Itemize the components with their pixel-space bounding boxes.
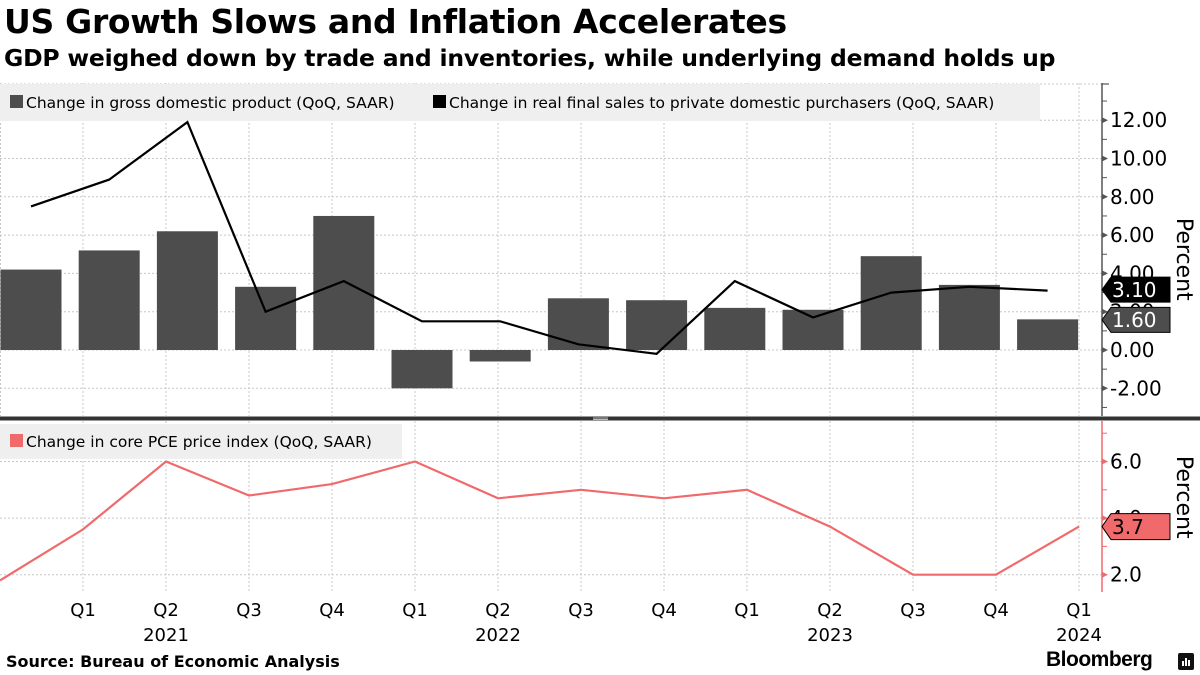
bottom-y-tick-label: 6.0 [1110,450,1142,474]
top-y-major-tick [1102,308,1108,315]
top-y-major-tick [1102,347,1108,353]
x-axis: Q1 Q2 Q3 Q4 Q1 Q2 Q3 Q4 Q1 Q2 Q3 Q4 Q1 2021 2022 2023 20… [70,600,1102,646]
final-sales-last-value-tag-text: 3.10 [1112,278,1157,302]
chart-subtitle: GDP weighed down by trade and inventorie… [4,44,1056,72]
top-y-major-tick [1102,155,1108,162]
top-y-major-tick [1102,117,1108,124]
gdp-bar [0,269,62,350]
top-y-axis-title: Percent [1171,218,1196,301]
gdp-last-value-tag: 1.60 [1101,306,1171,333]
gdp-bar [938,284,1000,350]
x-tick-label: Q3 [236,600,262,621]
core-pce-line [0,460,1080,582]
legend-background [0,424,402,459]
x-tick-label: Q2 [485,600,511,621]
x-tick-label: Q4 [651,600,677,621]
bloomberg-terminal-icon [1178,653,1194,670]
gdp-bar [156,231,218,350]
top-y-tick-label: 6.00 [1110,223,1155,247]
gdp-last-value-tag-shape [1101,306,1171,333]
x-tick-label: Q1 [1066,600,1092,621]
top-y-major-tick [1102,193,1108,200]
x-year-label: 2023 [807,625,853,646]
top-y-major-tick [1102,270,1108,277]
source-note: Source: Bureau of Economic Analysis [6,652,340,671]
top-y-tick-label: 8.00 [1110,185,1155,209]
chart-title: US Growth Slows and Inflation Accelerate… [4,2,787,41]
final-sales-line [30,120,1048,355]
bloomberg-logo: Bloomberg [1046,648,1153,671]
top-y-tick-label: -2.00 [1110,376,1162,400]
gdp-bar [704,307,766,350]
core-pce-last-value-tag-shape [1101,513,1171,541]
legend-swatch-final-sales [433,95,446,108]
core-pce-last-value-tag-text: 3.7 [1112,515,1144,539]
top-legend: Change in gross domestic product (QoQ, S… [0,84,1040,121]
x-year-label: 2024 [1056,625,1102,646]
bottom-y-major-tick [1102,515,1108,522]
gdp-bar [860,256,922,350]
top-y-tick-label: 0.00 [1110,338,1155,362]
top-y-major-tick [1102,232,1108,239]
x-tick-label: Q4 [983,600,1009,621]
gdp-bar [235,286,297,350]
gdp-bar [391,350,453,389]
legend-swatch-gdp [10,95,23,108]
core-pce-last-value-tag: 3.7 [1101,513,1171,541]
x-year-label: 2022 [475,625,521,646]
legend-label-final-sales: Change in real final sales to private do… [449,94,994,112]
top-y-tick-label: 10.00 [1110,147,1167,171]
x-tick-label: Q3 [568,600,594,621]
gdp-bar [626,300,688,350]
gdp-bar [313,215,375,350]
x-tick-label: Q4 [319,600,345,621]
top-y-axis: -2.000.002.004.006.008.0010.0012.00Perce… [1101,83,1196,416]
legend-label-gdp: Change in gross domestic product (QoQ, S… [26,94,395,112]
gdp-bar [782,309,844,350]
x-tick-label: Q2 [153,600,179,621]
bottom-y-major-tick [1102,571,1108,578]
legend-swatch-core-pce [10,434,23,447]
bottom-y-axis-title: Percent [1171,456,1196,539]
x-year-label: 2021 [143,625,189,646]
gdp-bar [78,250,140,350]
x-tick-label: Q1 [734,600,760,621]
top-y-tick-label: 12.00 [1110,108,1167,132]
final-sales-last-value-tag: 3.10 [1101,276,1171,303]
x-tick-label: Q1 [70,600,96,621]
final-sales-last-value-tag-shape [1101,276,1171,303]
gdp-bar [1017,319,1079,350]
bottom-y-major-tick [1102,458,1108,465]
legend-label-core-pce: Change in core PCE price index (QoQ, SAA… [26,433,372,451]
legend-background [0,84,1040,121]
x-tick-label: Q1 [402,600,428,621]
x-tick-label: Q3 [900,600,926,621]
x-tick-label: Q2 [817,600,843,621]
gdp-last-value-tag-text: 1.60 [1112,308,1157,332]
top-y-major-tick [1102,385,1108,392]
gdp-bar [469,350,531,362]
gdp-bar [547,298,609,350]
bottom-legend: Change in core PCE price index (QoQ, SAA… [0,424,402,459]
bottom-y-tick-label: 2.0 [1110,563,1142,587]
